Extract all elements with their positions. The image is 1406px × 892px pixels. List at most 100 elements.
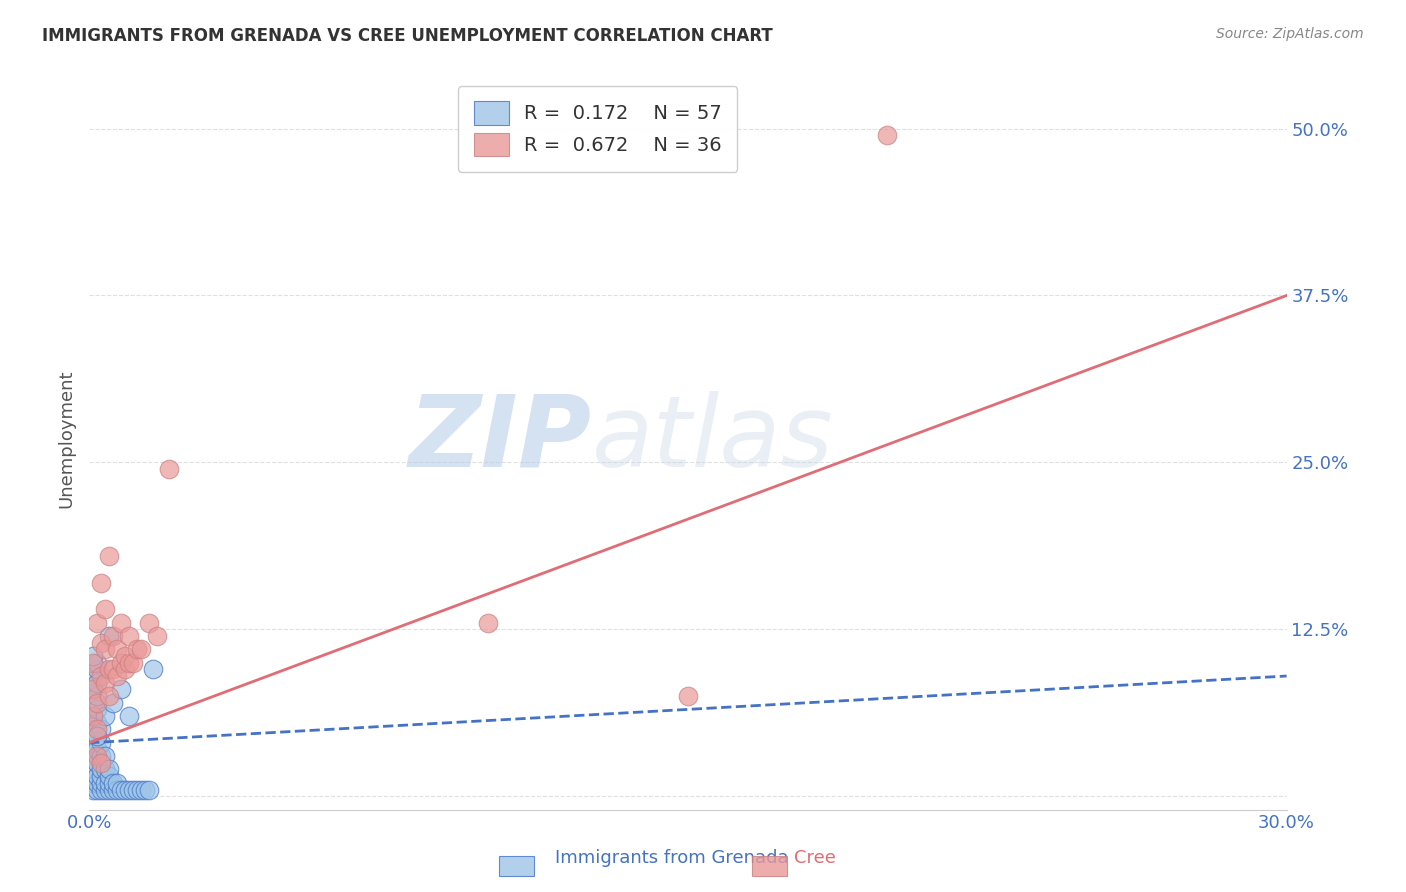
Point [114, 662, 136, 676]
Point [86, 729, 108, 743]
Point [94, 749, 117, 764]
Point [82, 682, 104, 697]
Point [676, 689, 699, 703]
Point [86, 749, 108, 764]
Point [94, 763, 117, 777]
Point [82, 776, 104, 790]
Point [82, 749, 104, 764]
Point [110, 682, 132, 697]
Point [86, 696, 108, 710]
Point [94, 642, 117, 657]
Point [90, 749, 112, 764]
Point [90, 669, 112, 683]
Point [86, 769, 108, 783]
Point [82, 736, 104, 750]
Point [86, 702, 108, 716]
Point [138, 615, 160, 630]
Point [86, 689, 108, 703]
Point [101, 696, 124, 710]
Point [90, 575, 112, 590]
Point [105, 776, 128, 790]
Y-axis label: Unemployment: Unemployment [58, 370, 75, 508]
Point [118, 656, 141, 670]
Point [82, 682, 104, 697]
Point [146, 629, 169, 643]
Point [94, 782, 117, 797]
Point [101, 662, 124, 676]
Point [134, 782, 156, 797]
Point [82, 656, 104, 670]
Point [98, 782, 121, 797]
Point [86, 756, 108, 770]
Point [90, 736, 112, 750]
Point [90, 756, 112, 770]
Point [876, 128, 898, 143]
Point [82, 709, 104, 723]
Point [110, 615, 132, 630]
Point [105, 669, 128, 683]
Point [105, 782, 128, 797]
Point [98, 629, 121, 643]
Point [98, 763, 121, 777]
Point [98, 769, 121, 783]
Point [94, 776, 117, 790]
Point [82, 669, 104, 683]
Point [82, 709, 104, 723]
Point [101, 782, 124, 797]
Point [118, 782, 141, 797]
Point [86, 742, 108, 756]
Point [122, 782, 145, 797]
Point [86, 723, 108, 737]
Legend: R =  0.172    N = 57, R =  0.672    N = 36: R = 0.172 N = 57, R = 0.672 N = 36 [458, 86, 738, 172]
Text: ZIP: ZIP [409, 391, 592, 488]
Text: atlas: atlas [592, 391, 834, 488]
Point [129, 782, 152, 797]
Text: Immigrants from Grenada: Immigrants from Grenada [555, 849, 789, 867]
Point [101, 776, 124, 790]
Point [90, 782, 112, 797]
Text: Cree: Cree [794, 849, 837, 867]
Point [82, 763, 104, 777]
Point [118, 709, 141, 723]
Point [82, 648, 104, 663]
Point [138, 782, 160, 797]
Point [114, 648, 136, 663]
Point [86, 615, 108, 630]
Point [110, 656, 132, 670]
Point [86, 675, 108, 690]
Text: Source: ZipAtlas.com: Source: ZipAtlas.com [1216, 27, 1364, 41]
Point [125, 642, 148, 657]
Point [98, 662, 121, 676]
Text: IMMIGRANTS FROM GRENADA VS CREE UNEMPLOYMENT CORRELATION CHART: IMMIGRANTS FROM GRENADA VS CREE UNEMPLOY… [42, 27, 773, 45]
Point [90, 769, 112, 783]
Point [82, 782, 104, 797]
Point [86, 662, 108, 676]
Point [142, 662, 165, 676]
Point [86, 782, 108, 797]
Point [98, 549, 121, 563]
Point [94, 675, 117, 690]
Point [82, 696, 104, 710]
Point [86, 715, 108, 730]
Point [90, 776, 112, 790]
Point [105, 642, 128, 657]
Point [90, 763, 112, 777]
Point [101, 629, 124, 643]
Point [122, 656, 145, 670]
Point [86, 776, 108, 790]
Point [90, 723, 112, 737]
Point [98, 776, 121, 790]
Point [94, 602, 117, 616]
Point [157, 462, 180, 476]
Point [110, 782, 132, 797]
Point [86, 656, 108, 670]
Point [82, 723, 104, 737]
Point [477, 615, 499, 630]
Point [114, 782, 136, 797]
Point [98, 689, 121, 703]
Point [125, 782, 148, 797]
Point [94, 709, 117, 723]
Point [118, 629, 141, 643]
Point [90, 635, 112, 649]
Point [86, 729, 108, 743]
